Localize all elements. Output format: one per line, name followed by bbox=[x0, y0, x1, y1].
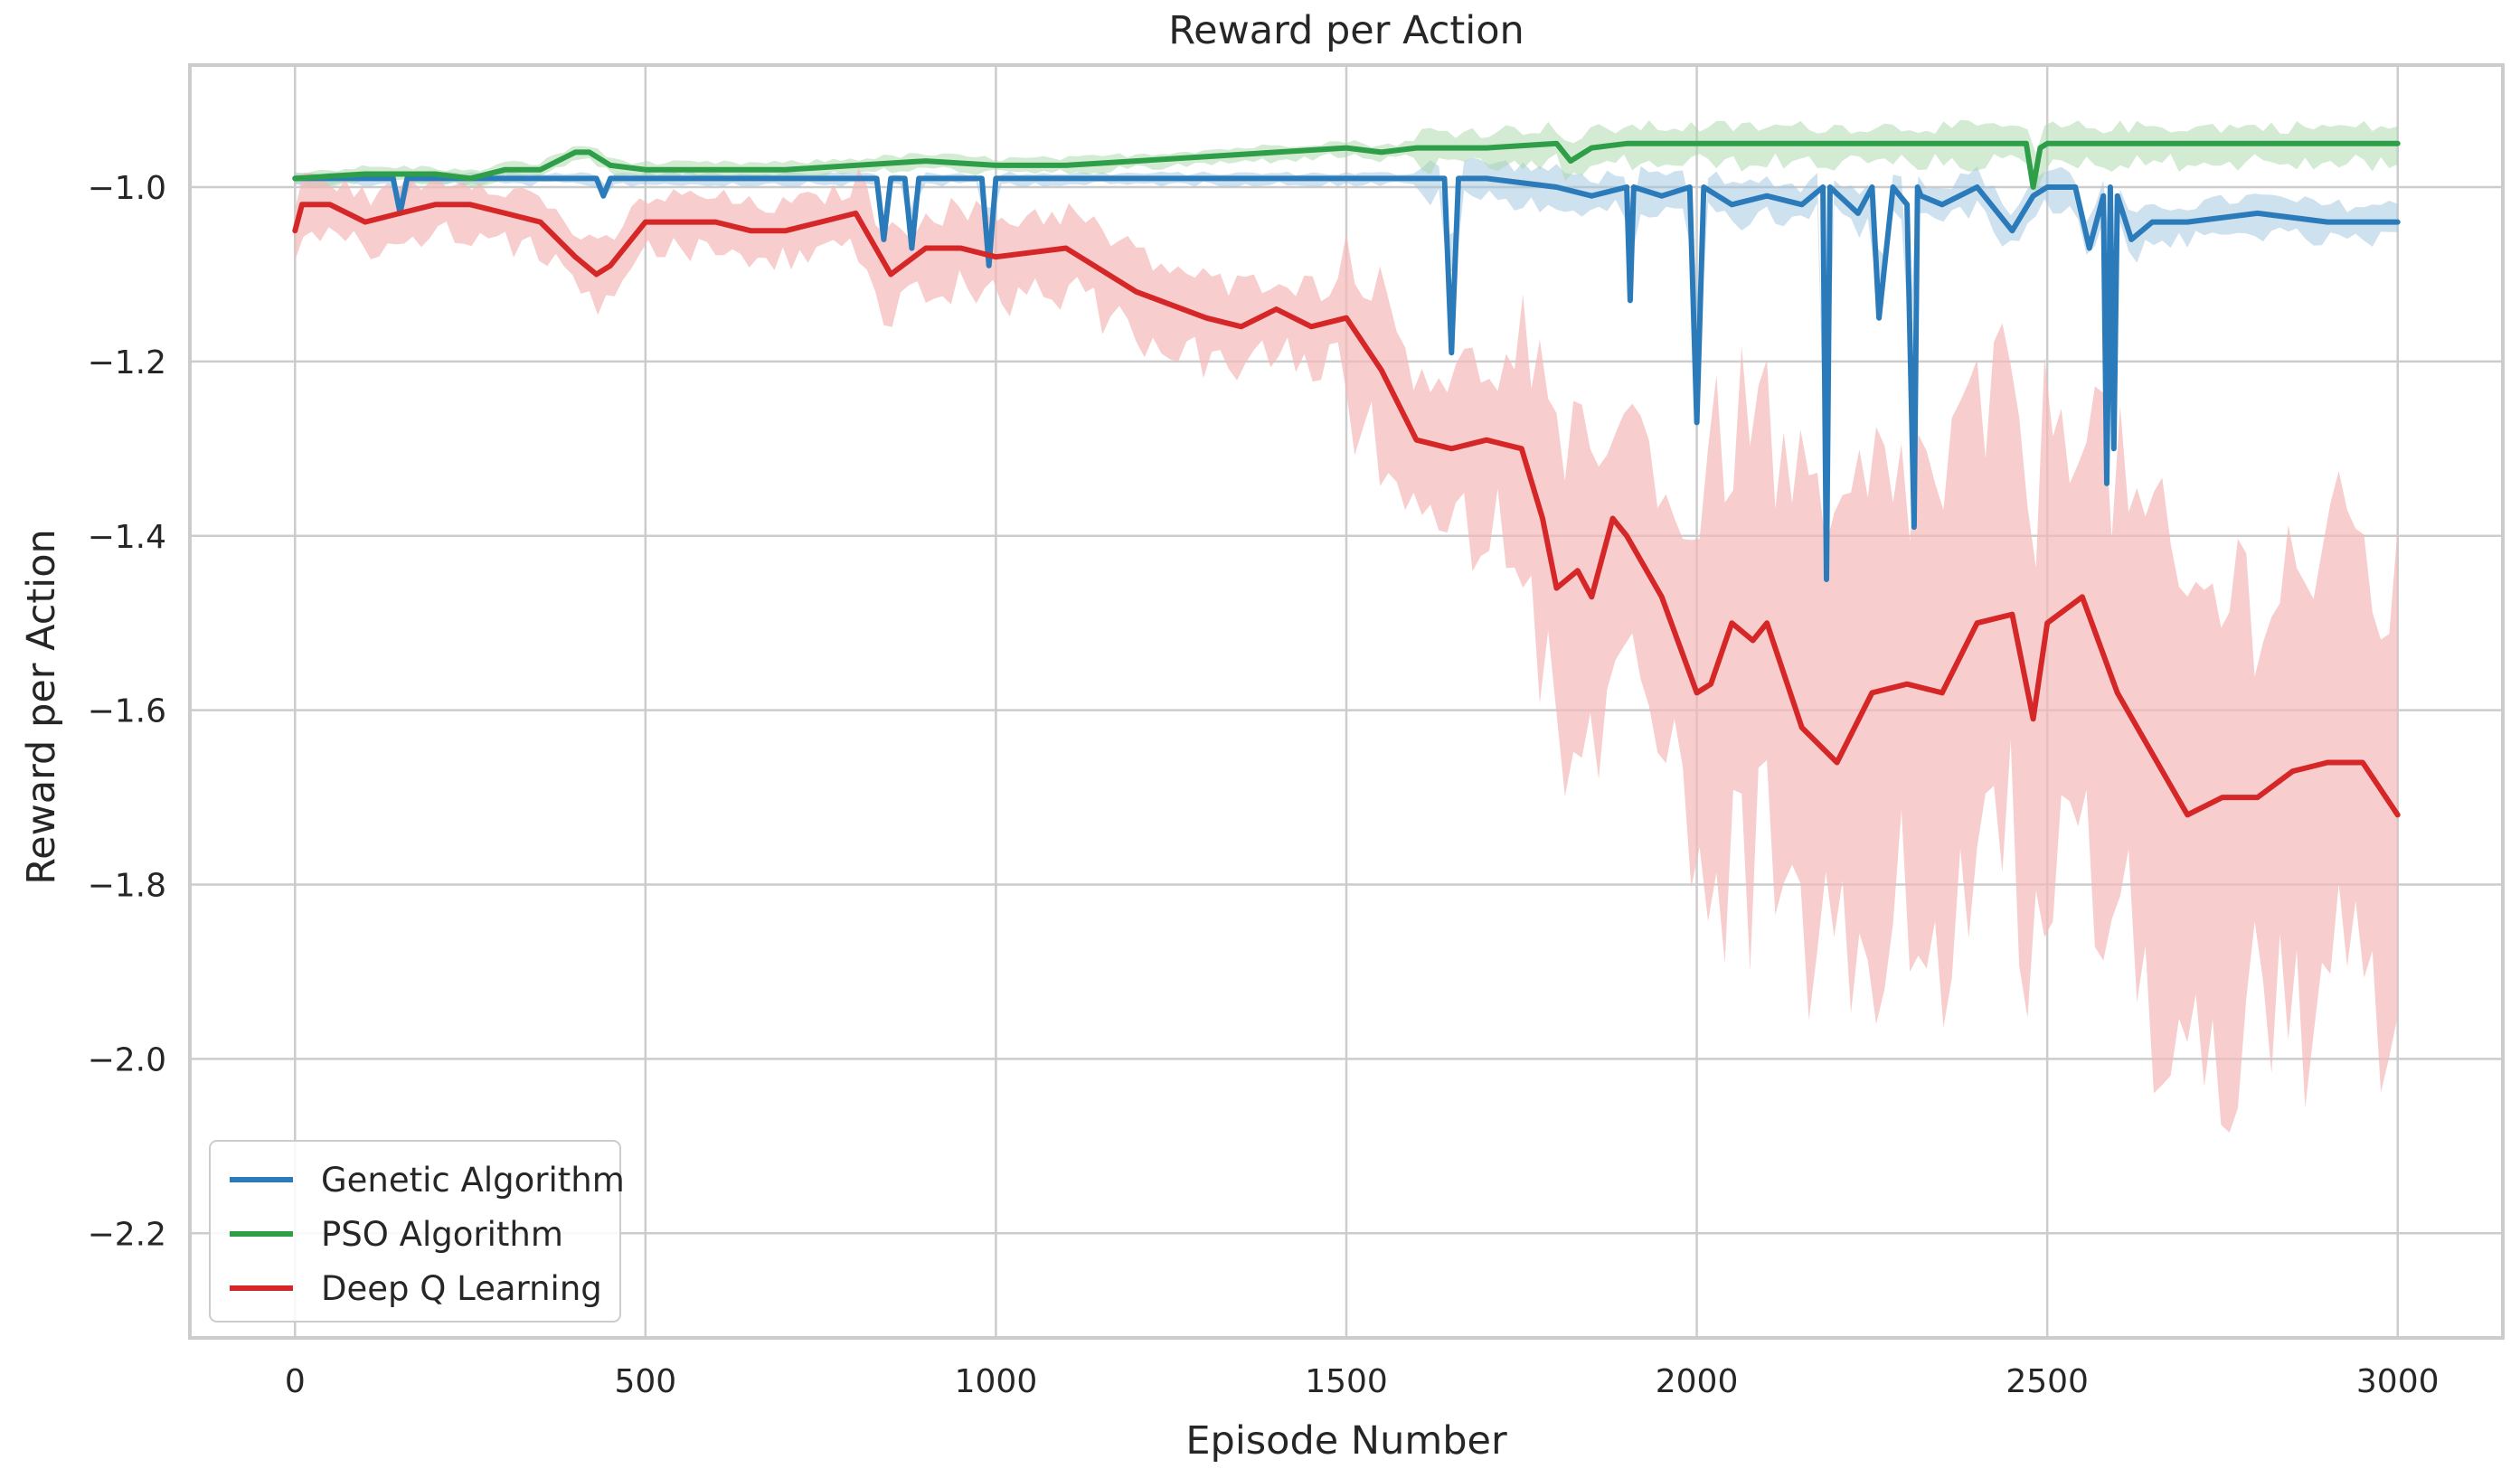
series-line-2 bbox=[292, 202, 2401, 818]
plot-frame bbox=[188, 63, 2505, 1340]
x-tick-label: 0 bbox=[285, 1363, 306, 1400]
x-tick-label: 2000 bbox=[1656, 1363, 1739, 1400]
x-tick-label: 2500 bbox=[2006, 1363, 2089, 1400]
x-tick-label: 1000 bbox=[955, 1363, 1038, 1400]
x-tick-label: 500 bbox=[614, 1363, 676, 1400]
y-axis-label: Reward per Action bbox=[19, 529, 64, 885]
legend-entries: Genetic Algorithm PSO Algorithm Deep Q Lea… bbox=[230, 1161, 625, 1308]
y-axis-ticks: −2.2 −2.0 −1.8 −1.6 −1.4 −1.2 −1.0 bbox=[88, 170, 166, 1253]
band-1 bbox=[295, 119, 2398, 193]
y-tick-label: −1.2 bbox=[88, 344, 166, 381]
y-tick-label: −1.6 bbox=[88, 693, 166, 730]
series-lines bbox=[292, 140, 2401, 818]
x-axis-label: Episode Number bbox=[1185, 1418, 1507, 1464]
plot-border bbox=[188, 63, 2505, 1340]
grid-lines bbox=[190, 65, 2503, 1338]
x-axis-ticks: 0 500 1000 1500 2000 2500 3000 bbox=[285, 1363, 2440, 1400]
y-tick-label: −1.0 bbox=[88, 170, 166, 207]
confidence-bands bbox=[295, 119, 2398, 1134]
legend-label: PSO Algorithm bbox=[321, 1215, 563, 1254]
series-line-0 bbox=[292, 175, 2401, 582]
legend-label: Genetic Algorithm bbox=[321, 1161, 625, 1200]
series-line-1 bbox=[292, 140, 2401, 190]
chart-title: Reward per Action bbox=[1168, 8, 1524, 53]
legend-box bbox=[209, 1140, 621, 1323]
legend-label: Deep Q Learning bbox=[321, 1269, 602, 1308]
legend: Genetic Algorithm PSO Algorithm Deep Q Lea… bbox=[209, 1140, 625, 1323]
y-tick-label: −2.2 bbox=[88, 1216, 166, 1253]
y-tick-label: −2.0 bbox=[88, 1041, 166, 1078]
y-tick-label: −1.4 bbox=[88, 519, 166, 556]
band-0 bbox=[295, 157, 2398, 516]
x-tick-label: 1500 bbox=[1305, 1363, 1388, 1400]
band-2 bbox=[295, 168, 2398, 1134]
x-tick-label: 3000 bbox=[2356, 1363, 2440, 1400]
y-tick-label: −1.8 bbox=[88, 868, 166, 905]
